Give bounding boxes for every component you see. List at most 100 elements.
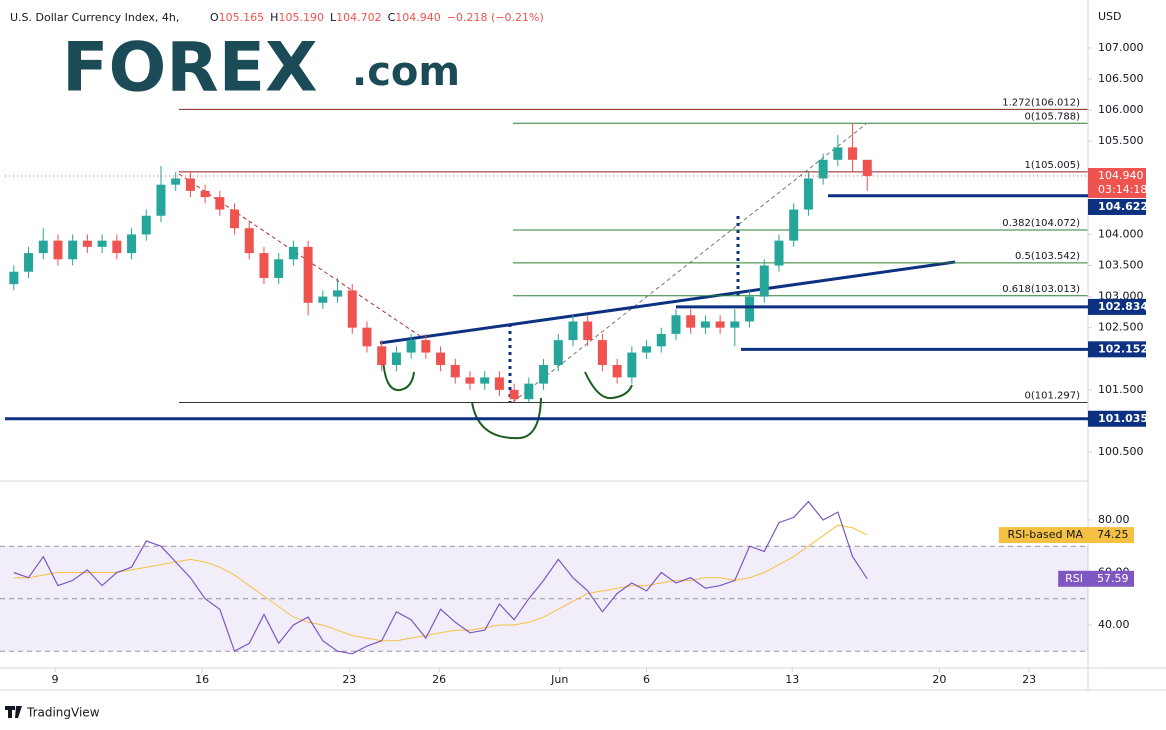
x-tick-label: 23 <box>1022 673 1036 686</box>
candle-body <box>494 377 504 390</box>
fib-label: 1.272(106.012) <box>1002 97 1080 108</box>
value-tag-label: 57.59 <box>1097 572 1129 585</box>
value-tag <box>1088 570 1134 587</box>
candle-body <box>303 246 313 303</box>
candle-body <box>833 147 843 160</box>
candle-body <box>421 340 431 353</box>
y-tick-label: 101.500 <box>1098 383 1144 396</box>
candle-body <box>156 184 166 216</box>
y-tick-label: 103.500 <box>1098 259 1144 272</box>
candle-body <box>362 327 372 347</box>
candle-body <box>509 389 519 400</box>
x-tick-label: 16 <box>195 673 209 686</box>
legend-name: RSI-based MA <box>1007 528 1083 541</box>
logo-main: FOREX <box>62 29 318 108</box>
ohlc-part: O <box>210 11 219 24</box>
tradingview-icon <box>5 706 22 718</box>
drawings <box>178 108 1088 440</box>
x-tick-label: 23 <box>342 673 356 686</box>
candle-body <box>450 364 460 378</box>
candle-body <box>671 315 681 334</box>
candle-body <box>318 296 328 303</box>
candle-body <box>715 321 725 328</box>
y-tick-label: 106.500 <box>1098 72 1144 85</box>
y-tick-label: 40.00 <box>1098 618 1130 631</box>
candle-body <box>730 321 740 328</box>
candle-body <box>230 209 240 229</box>
candle-body <box>656 333 666 347</box>
candle-body <box>244 228 254 254</box>
fib-trend-dashed <box>178 173 421 337</box>
x-tick-label: 6 <box>643 673 650 686</box>
y-tick-label: 102.500 <box>1098 321 1144 334</box>
x-tick-label: 20 <box>932 673 946 686</box>
x-tick-label: 9 <box>52 673 59 686</box>
ohlc-part: 104.702 <box>336 11 382 24</box>
ohlc-part: 105.190 <box>278 11 324 24</box>
currency-label: USD <box>1098 10 1122 23</box>
candle-body <box>759 265 769 297</box>
rsi-line <box>13 524 868 642</box>
ohlc-part: −0.218 (−0.21%) <box>447 11 544 24</box>
ohlc-values: O105.165 H105.190 L104.702 C104.940 −0.218 (… <box>210 11 544 24</box>
candle-body <box>700 321 710 328</box>
price-tag-label: 104.940 <box>1098 169 1144 182</box>
candle-body <box>436 352 446 365</box>
candle-body <box>9 271 19 285</box>
y-tick-label: 100.500 <box>1098 445 1144 458</box>
level-tag <box>1088 410 1146 427</box>
candle-body <box>597 340 607 365</box>
candle-body <box>774 240 784 266</box>
candle-body <box>862 159 872 176</box>
fib-label: 0.618(103.013) <box>1002 284 1080 295</box>
candle-body <box>539 364 549 384</box>
candle-body <box>803 178 813 210</box>
candle-body <box>127 234 137 254</box>
candle-body <box>583 321 593 341</box>
candle-body <box>612 364 622 378</box>
candle-body <box>288 246 298 260</box>
ohlc-part: 105.165 <box>219 11 265 24</box>
ohlc-part: 104.940 <box>395 11 441 24</box>
price-tag <box>1088 167 1146 198</box>
x-tick-label: 13 <box>785 673 799 686</box>
candles <box>9 123 872 403</box>
y-tick-label: 105.500 <box>1098 134 1144 147</box>
footer-brand: TradingView <box>26 706 100 720</box>
candle-body <box>141 215 151 235</box>
candle-body <box>24 253 34 272</box>
level-tag <box>1088 341 1146 358</box>
countdown-label: 03:14:18 <box>1098 183 1147 196</box>
level-tag <box>1088 298 1146 315</box>
candle-body <box>406 340 416 353</box>
candle-body <box>818 159 828 179</box>
y-tick-label: 80.00 <box>1098 513 1130 526</box>
candle-body <box>185 178 195 191</box>
fib-label: 0(101.297) <box>1024 390 1080 401</box>
legend-name: RSI <box>1065 572 1083 585</box>
candle-body <box>642 346 652 353</box>
candle-body <box>274 259 284 278</box>
level-tag-label: 102.834 <box>1098 300 1148 313</box>
candle-body <box>112 240 122 254</box>
fib-label: 0.382(104.072) <box>1002 218 1080 229</box>
candle-body <box>38 240 48 254</box>
legend-tag <box>1058 570 1088 587</box>
value-tag-label: 74.25 <box>1097 528 1129 541</box>
fib-label: 0(105.788) <box>1024 111 1080 122</box>
candle-body <box>627 352 637 378</box>
candle-body <box>465 377 475 384</box>
ohlc-part: H <box>270 11 278 24</box>
candle-body <box>789 209 799 241</box>
level-tag-label: 102.152 <box>1098 342 1148 355</box>
candle-body <box>480 377 490 384</box>
candle-body <box>215 197 225 210</box>
candle-body <box>686 315 696 328</box>
x-tick-label: Jun <box>550 673 568 686</box>
fib-label: 1(105.005) <box>1024 160 1080 171</box>
trendline <box>379 260 956 345</box>
shoulder-curve <box>382 357 415 392</box>
level-tag-label: 101.035 <box>1098 412 1148 425</box>
rsi-line <box>13 500 868 655</box>
